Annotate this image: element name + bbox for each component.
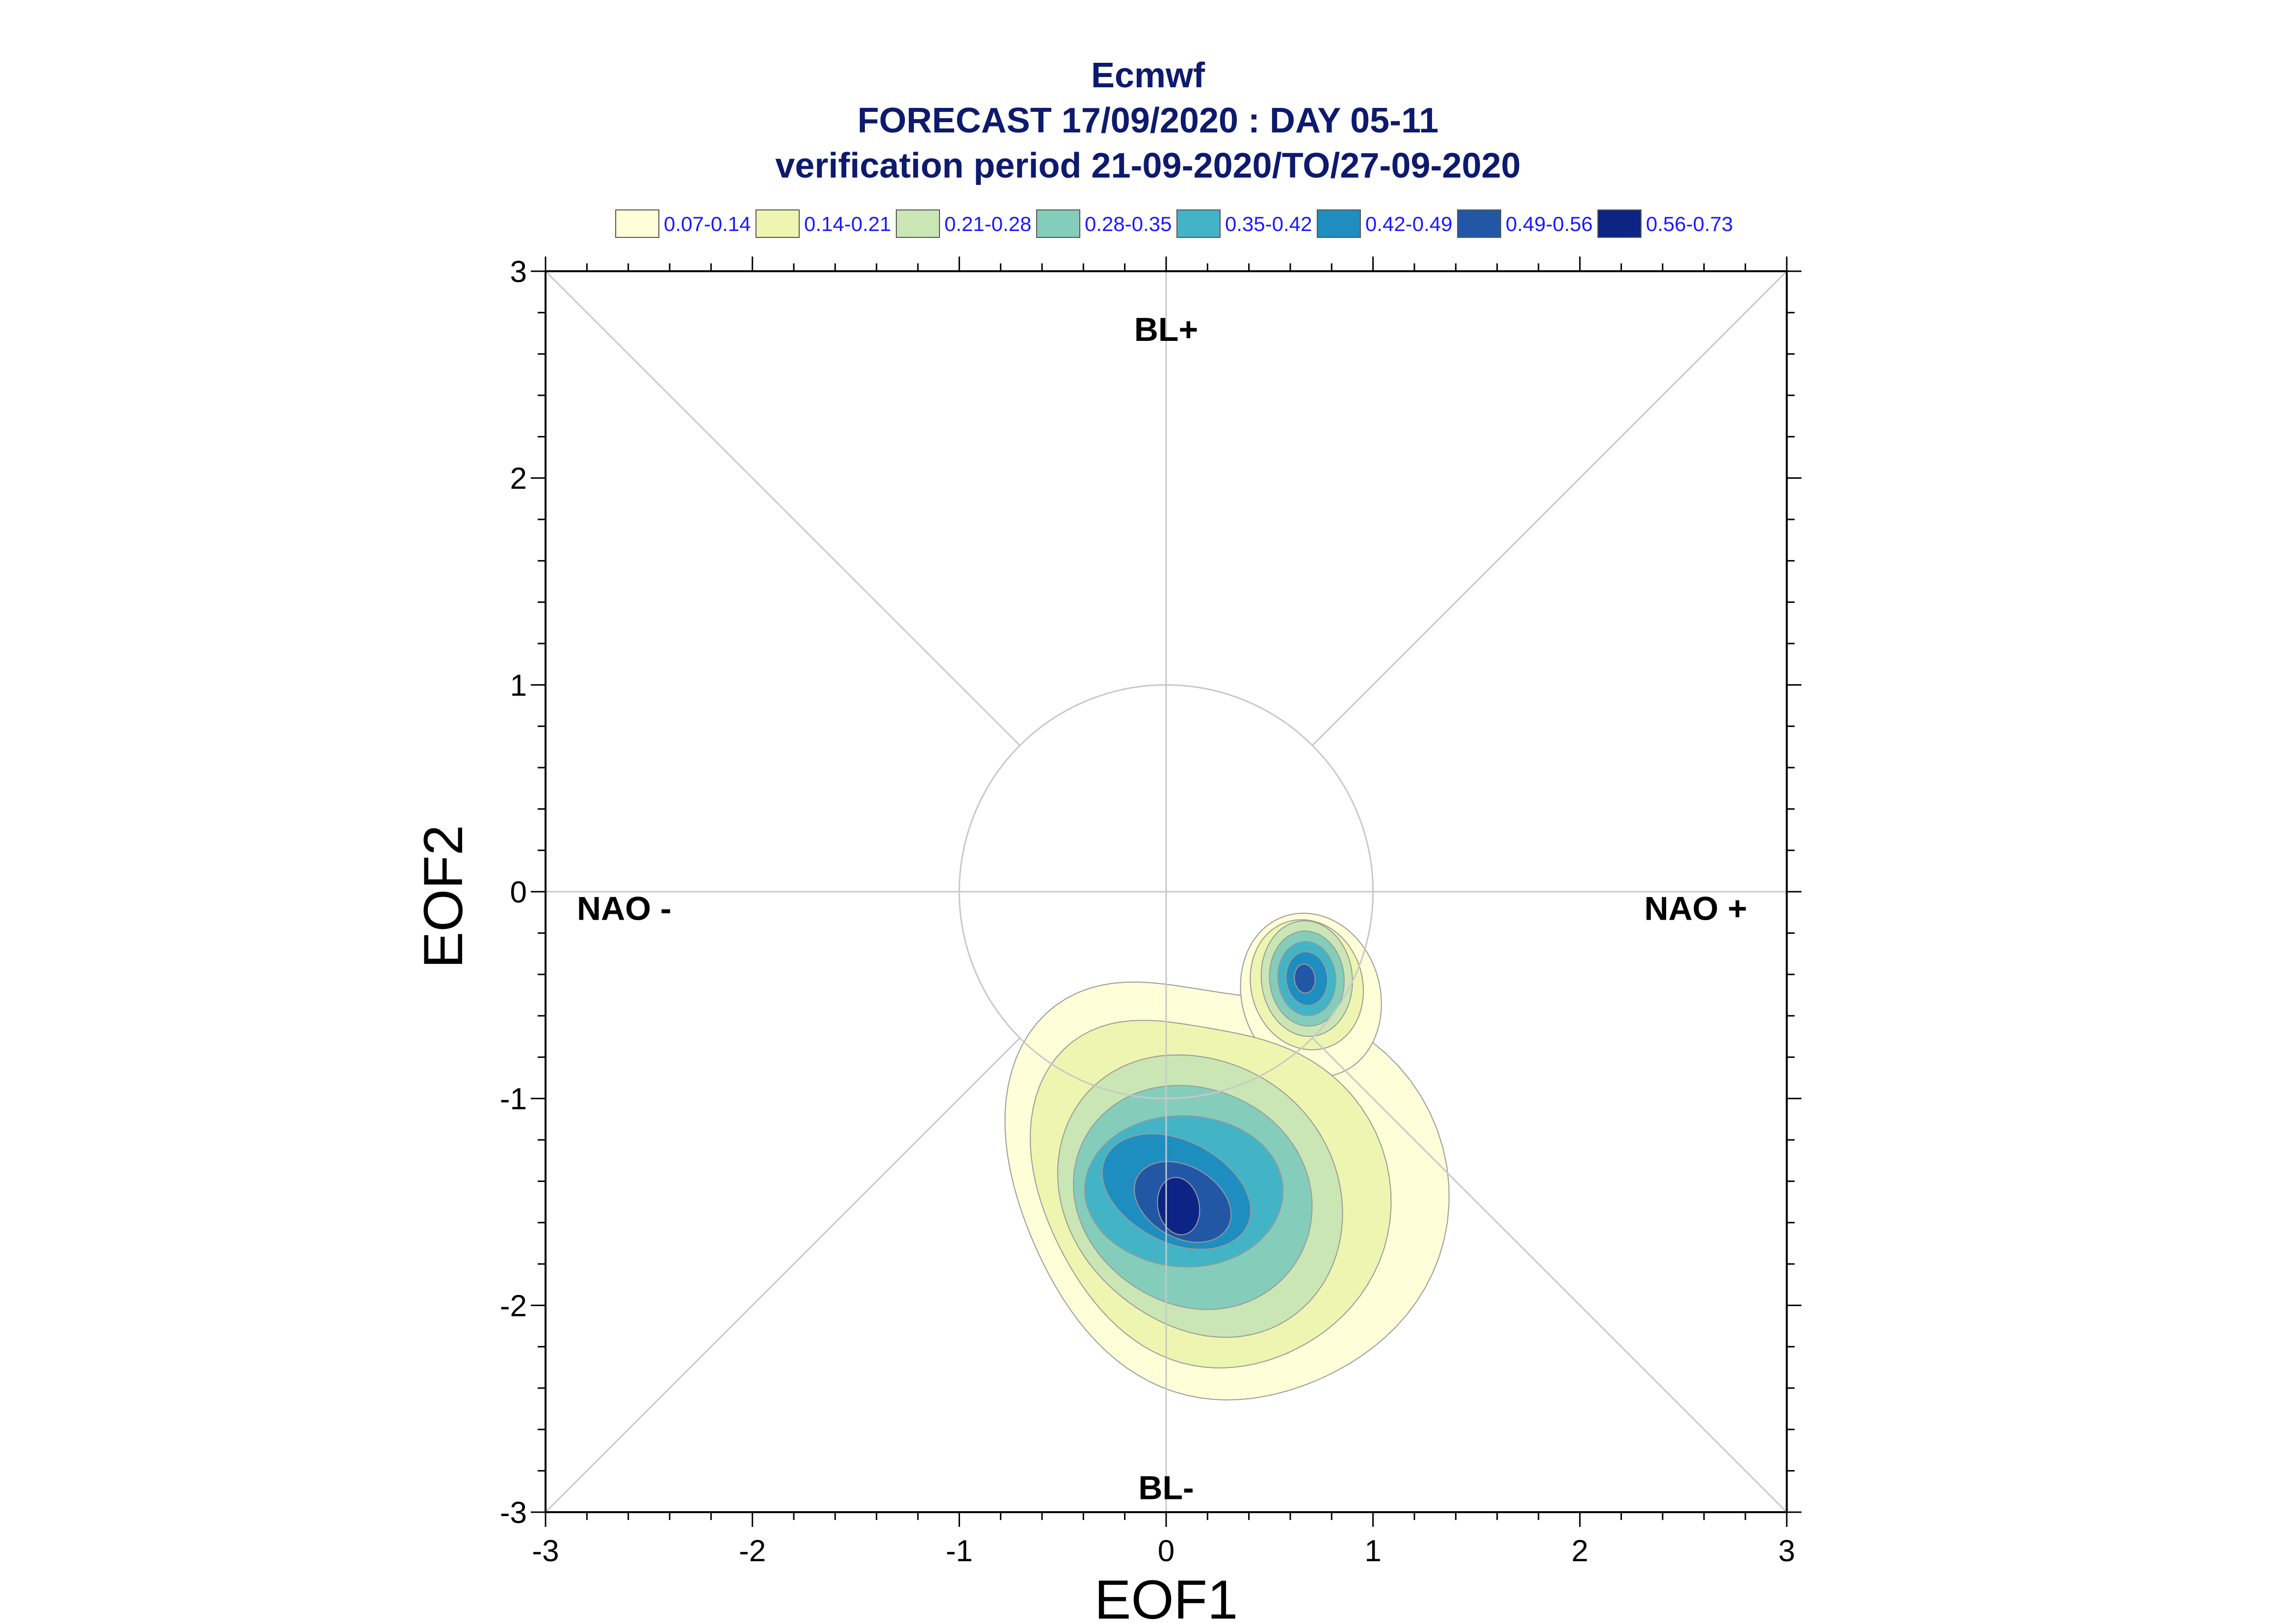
x-axis-title: EOF1 (1095, 1569, 1238, 1624)
contour-level (1294, 963, 1316, 994)
regime-label: BL- (1138, 1469, 1194, 1506)
legend-swatch (1597, 209, 1642, 238)
legend-label: 0.35-0.42 (1225, 212, 1312, 235)
y-axis-title: EOF2 (413, 825, 474, 969)
x-tick-label: 3 (1778, 1534, 1795, 1568)
diagonal-line (1312, 270, 1788, 746)
legend-label: 0.42-0.49 (1365, 212, 1452, 235)
y-tick-label: 2 (510, 462, 527, 496)
x-tick-label: -3 (532, 1534, 559, 1568)
contour-level (1157, 1177, 1200, 1236)
legend-swatch (1317, 209, 1361, 238)
plot-area: -3 -2 -1 0 1 2 3 -3 -2 -1 0 1 2 3 BL+ BL- NAO - NAO + (500, 255, 1801, 1568)
regime-label: BL+ (1134, 311, 1198, 348)
x-tick-label: -1 (946, 1534, 973, 1568)
regime-label: NAO - (577, 890, 672, 928)
legend-label: 0.56-0.73 (1646, 212, 1733, 235)
regime-labels: BL+ BL- NAO - NAO + (577, 311, 1747, 1506)
title-line-3: verification period 21-09-2020/TO/27-09-… (775, 146, 1520, 185)
reference-circle (958, 684, 1374, 1100)
axis-ticks: -3 -2 -1 0 1 2 3 -3 -2 -1 0 1 2 3 (500, 255, 1801, 1568)
y-tick-label: -3 (500, 1496, 527, 1530)
diagonal-line (545, 270, 1020, 746)
y-tick-label: 0 (510, 876, 527, 909)
x-tick-label: 1 (1364, 1534, 1381, 1568)
x-tick-label: 0 (1158, 1534, 1174, 1568)
chart-title: Ecmwf FORECAST 17/09/2020 : DAY 05-11 ve… (775, 56, 1520, 185)
legend-label: 0.07-0.14 (664, 212, 751, 235)
x-tick-label: 2 (1571, 1534, 1588, 1568)
y-tick-label: -2 (500, 1289, 527, 1323)
legend-label: 0.28-0.35 (1085, 212, 1172, 235)
legend-swatch (1036, 209, 1080, 238)
legend-label: 0.14-0.21 (804, 212, 891, 235)
legend: 0.07-0.14 0.14-0.21 0.21-0.28 0.28-0.35 0.35… (615, 209, 1733, 238)
legend-swatch (756, 209, 800, 238)
density-contours (1004, 912, 1450, 1401)
legend-label: 0.21-0.28 (944, 212, 1031, 235)
y-tick-label: 3 (510, 255, 527, 289)
y-tick-label: -1 (500, 1083, 527, 1116)
diagonal-line (1312, 1037, 1788, 1513)
regime-label: NAO + (1644, 890, 1747, 928)
legend-label: 0.49-0.56 (1506, 212, 1592, 235)
y-tick-label: 1 (510, 669, 527, 702)
title-line-2: FORECAST 17/09/2020 : DAY 05-11 (858, 101, 1439, 140)
x-tick-label: -2 (739, 1534, 766, 1568)
legend-swatch (615, 209, 659, 238)
legend-swatch (896, 209, 940, 238)
title-line-1: Ecmwf (1091, 56, 1205, 95)
legend-swatch (1457, 209, 1501, 238)
guide-lines (545, 270, 1788, 1513)
legend-swatch (1176, 209, 1221, 238)
diagonal-line (545, 1037, 1020, 1513)
